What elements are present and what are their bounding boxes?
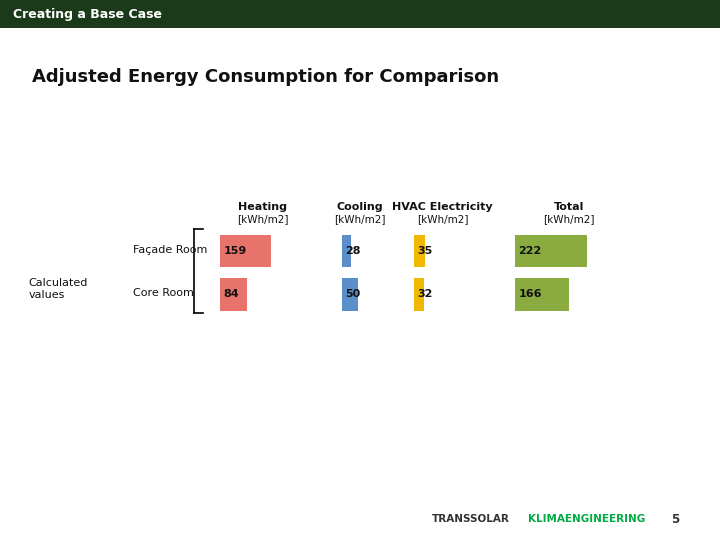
Bar bbox=[220, 278, 247, 310]
Bar bbox=[342, 278, 359, 310]
Text: [kWh/m2]: [kWh/m2] bbox=[237, 214, 289, 224]
Text: 28: 28 bbox=[346, 246, 361, 256]
Text: 32: 32 bbox=[418, 289, 433, 299]
Bar bbox=[342, 235, 351, 267]
Text: Heating: Heating bbox=[238, 202, 287, 212]
Text: Cooling: Cooling bbox=[337, 202, 383, 212]
Text: Creating a Base Case: Creating a Base Case bbox=[13, 8, 162, 21]
Bar bbox=[414, 235, 426, 267]
Text: 166: 166 bbox=[518, 289, 542, 299]
Text: [kWh/m2]: [kWh/m2] bbox=[334, 214, 386, 224]
Text: Total: Total bbox=[554, 202, 584, 212]
Text: 35: 35 bbox=[418, 246, 433, 256]
Text: 50: 50 bbox=[346, 289, 361, 299]
Text: 5: 5 bbox=[671, 513, 679, 526]
Text: 222: 222 bbox=[518, 246, 541, 256]
Text: HVAC Electricity: HVAC Electricity bbox=[392, 202, 493, 212]
Text: Calculated
values: Calculated values bbox=[29, 278, 88, 300]
Text: Core Room: Core Room bbox=[133, 288, 194, 298]
Text: KLIMAENGINEERING: KLIMAENGINEERING bbox=[528, 515, 645, 524]
Text: 159: 159 bbox=[223, 246, 246, 256]
Text: 84: 84 bbox=[223, 289, 239, 299]
Bar bbox=[414, 278, 424, 310]
Bar bbox=[0, 0, 720, 28]
Bar bbox=[515, 235, 587, 267]
Bar bbox=[515, 278, 569, 310]
Bar bbox=[220, 235, 271, 267]
Text: Adjusted Energy Consumption for Comparison: Adjusted Energy Consumption for Comparis… bbox=[32, 68, 500, 85]
Text: [kWh/m2]: [kWh/m2] bbox=[543, 214, 595, 224]
Text: TRANSSOLAR: TRANSSOLAR bbox=[432, 515, 510, 524]
Text: [kWh/m2]: [kWh/m2] bbox=[417, 214, 469, 224]
Text: Façade Room: Façade Room bbox=[133, 245, 207, 255]
